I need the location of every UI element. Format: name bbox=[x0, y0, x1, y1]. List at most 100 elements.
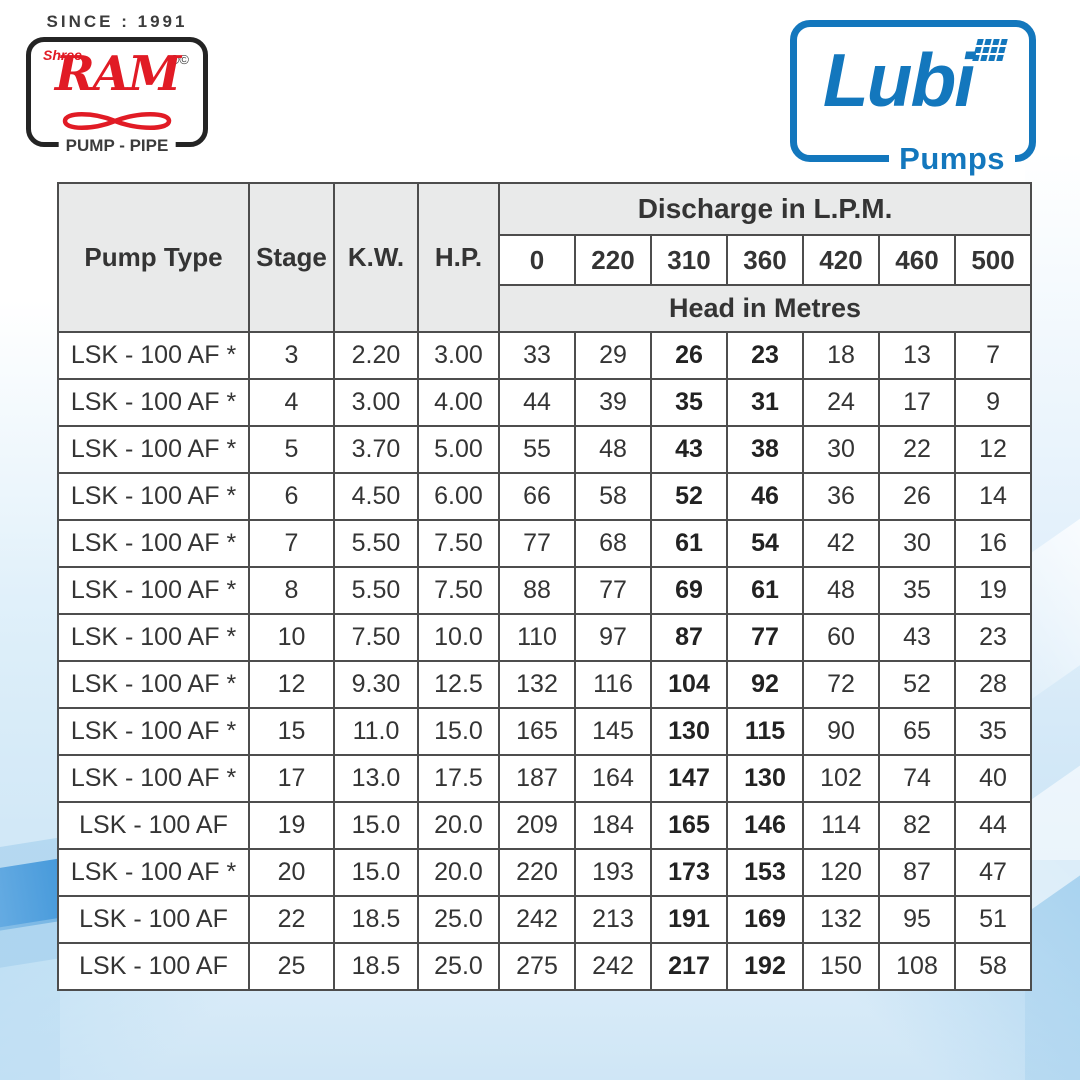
hp-cell: 10.0 bbox=[417, 613, 500, 662]
head-value-cell: 19 bbox=[953, 566, 1033, 615]
head-value-cell: 77 bbox=[498, 519, 576, 568]
head-value-cell: 14 bbox=[953, 472, 1033, 521]
head-value-cell: 26 bbox=[650, 331, 728, 380]
stage-cell: 12 bbox=[248, 660, 335, 709]
head-value-cell: 88 bbox=[498, 566, 576, 615]
head-value-cell: 147 bbox=[650, 754, 728, 803]
pump-type-cell: LSK - 100 AF * bbox=[57, 519, 250, 568]
head-value-cell: 23 bbox=[726, 331, 804, 380]
discharge-value-header: 500 bbox=[953, 234, 1033, 286]
head-value-cell: 169 bbox=[726, 895, 804, 944]
hp-cell: 17.5 bbox=[417, 754, 500, 803]
kw-cell: 7.50 bbox=[333, 613, 419, 662]
table-row: LSK - 100 AF * 8 5.50 7.50 88 77 69 61 48 35 19 bbox=[57, 566, 1033, 615]
head-value-cell: 242 bbox=[574, 942, 652, 991]
header-hp: H.P. bbox=[417, 182, 500, 333]
stage-cell: 19 bbox=[248, 801, 335, 850]
background-left-gradient bbox=[0, 300, 60, 1080]
head-value-cell: 44 bbox=[498, 378, 576, 427]
head-value-cell: 209 bbox=[498, 801, 576, 850]
pump-spec-table: Pump Type Stage K.W. H.P. Discharge in L… bbox=[57, 182, 1033, 991]
table-row: LSK - 100 AF 25 18.5 25.0 275 242 217 192 150 108… bbox=[57, 942, 1033, 991]
head-value-cell: 104 bbox=[650, 660, 728, 709]
discharge-value-header: 220 bbox=[574, 234, 652, 286]
pump-type-cell: LSK - 100 AF * bbox=[57, 425, 250, 474]
head-value-cell: 43 bbox=[650, 425, 728, 474]
hp-cell: 25.0 bbox=[417, 895, 500, 944]
table-body: LSK - 100 AF * 3 2.20 3.00 33 29 26 23 18 13 7 LSK … bbox=[57, 331, 1033, 991]
head-value-cell: 24 bbox=[802, 378, 880, 427]
hp-cell: 20.0 bbox=[417, 848, 500, 897]
hp-cell: 12.5 bbox=[417, 660, 500, 709]
head-value-cell: 90 bbox=[802, 707, 880, 756]
head-value-cell: 52 bbox=[650, 472, 728, 521]
head-value-cell: 9 bbox=[953, 378, 1033, 427]
kw-cell: 11.0 bbox=[333, 707, 419, 756]
pump-type-cell: LSK - 100 AF * bbox=[57, 331, 250, 380]
head-value-cell: 66 bbox=[498, 472, 576, 521]
head-value-cell: 48 bbox=[802, 566, 880, 615]
header-head-in-metres: Head in Metres bbox=[497, 284, 1033, 333]
stage-cell: 17 bbox=[248, 754, 335, 803]
head-value-cell: 18 bbox=[802, 331, 880, 380]
head-value-cell: 61 bbox=[726, 566, 804, 615]
table-row: LSK - 100 AF * 7 5.50 7.50 77 68 61 54 42 30 16 bbox=[57, 519, 1033, 568]
stage-cell: 20 bbox=[248, 848, 335, 897]
pixel-grid-icon bbox=[972, 39, 1008, 61]
table-row: LSK - 100 AF * 20 15.0 20.0 220 193 173 153 120 8… bbox=[57, 848, 1033, 897]
stage-cell: 10 bbox=[248, 613, 335, 662]
head-value-cell: 35 bbox=[650, 378, 728, 427]
lubi-wordmark: Lubi bbox=[822, 38, 975, 122]
head-value-cell: 115 bbox=[726, 707, 804, 756]
head-value-cell: 114 bbox=[802, 801, 880, 850]
stage-cell: 8 bbox=[248, 566, 335, 615]
pump-type-cell: LSK - 100 AF * bbox=[57, 566, 250, 615]
head-value-cell: 97 bbox=[574, 613, 652, 662]
head-value-cell: 87 bbox=[878, 848, 956, 897]
head-value-cell: 55 bbox=[498, 425, 576, 474]
pump-type-cell: LSK - 100 AF bbox=[57, 942, 250, 991]
head-value-cell: 44 bbox=[953, 801, 1033, 850]
head-value-cell: 22 bbox=[878, 425, 956, 474]
discharge-value-header: 0 bbox=[498, 234, 576, 286]
head-value-cell: 42 bbox=[802, 519, 880, 568]
background-right-gradient bbox=[1025, 150, 1080, 1080]
head-value-cell: 17 bbox=[878, 378, 956, 427]
kw-cell: 5.50 bbox=[333, 566, 419, 615]
kw-cell: 3.00 bbox=[333, 378, 419, 427]
pump-type-cell: LSK - 100 AF * bbox=[57, 660, 250, 709]
head-value-cell: 87 bbox=[650, 613, 728, 662]
head-value-cell: 28 bbox=[953, 660, 1033, 709]
pumps-text: Pumps bbox=[889, 141, 1015, 177]
pump-type-cell: LSK - 100 AF bbox=[57, 801, 250, 850]
head-value-cell: 120 bbox=[802, 848, 880, 897]
ram-logo-box: Shree ®© RAM PUMP - PIPE bbox=[26, 37, 208, 156]
head-value-cell: 95 bbox=[878, 895, 956, 944]
table-row: LSK - 100 AF * 5 3.70 5.00 55 48 43 38 30 22 12 bbox=[57, 425, 1033, 474]
hp-cell: 25.0 bbox=[417, 942, 500, 991]
table-row: LSK - 100 AF * 12 9.30 12.5 132 116 104 92 72 52 2… bbox=[57, 660, 1033, 709]
stage-cell: 3 bbox=[248, 331, 335, 380]
head-value-cell: 132 bbox=[802, 895, 880, 944]
head-value-cell: 36 bbox=[802, 472, 880, 521]
head-value-cell: 68 bbox=[574, 519, 652, 568]
head-value-cell: 116 bbox=[574, 660, 652, 709]
head-value-cell: 242 bbox=[498, 895, 576, 944]
head-value-cell: 48 bbox=[574, 425, 652, 474]
head-value-cell: 77 bbox=[726, 613, 804, 662]
head-value-cell: 217 bbox=[650, 942, 728, 991]
pump-type-cell: LSK - 100 AF * bbox=[57, 613, 250, 662]
head-value-cell: 29 bbox=[574, 331, 652, 380]
head-value-cell: 65 bbox=[878, 707, 956, 756]
head-value-cell: 40 bbox=[953, 754, 1033, 803]
head-value-cell: 192 bbox=[726, 942, 804, 991]
kw-cell: 15.0 bbox=[333, 801, 419, 850]
head-value-cell: 187 bbox=[498, 754, 576, 803]
header-pump-type: Pump Type bbox=[57, 182, 250, 333]
hp-cell: 15.0 bbox=[417, 707, 500, 756]
head-value-cell: 38 bbox=[726, 425, 804, 474]
kw-cell: 5.50 bbox=[333, 519, 419, 568]
discharge-value-header: 360 bbox=[726, 234, 804, 286]
table-row: LSK - 100 AF * 6 4.50 6.00 66 58 52 46 36 26 14 bbox=[57, 472, 1033, 521]
stage-cell: 4 bbox=[248, 378, 335, 427]
